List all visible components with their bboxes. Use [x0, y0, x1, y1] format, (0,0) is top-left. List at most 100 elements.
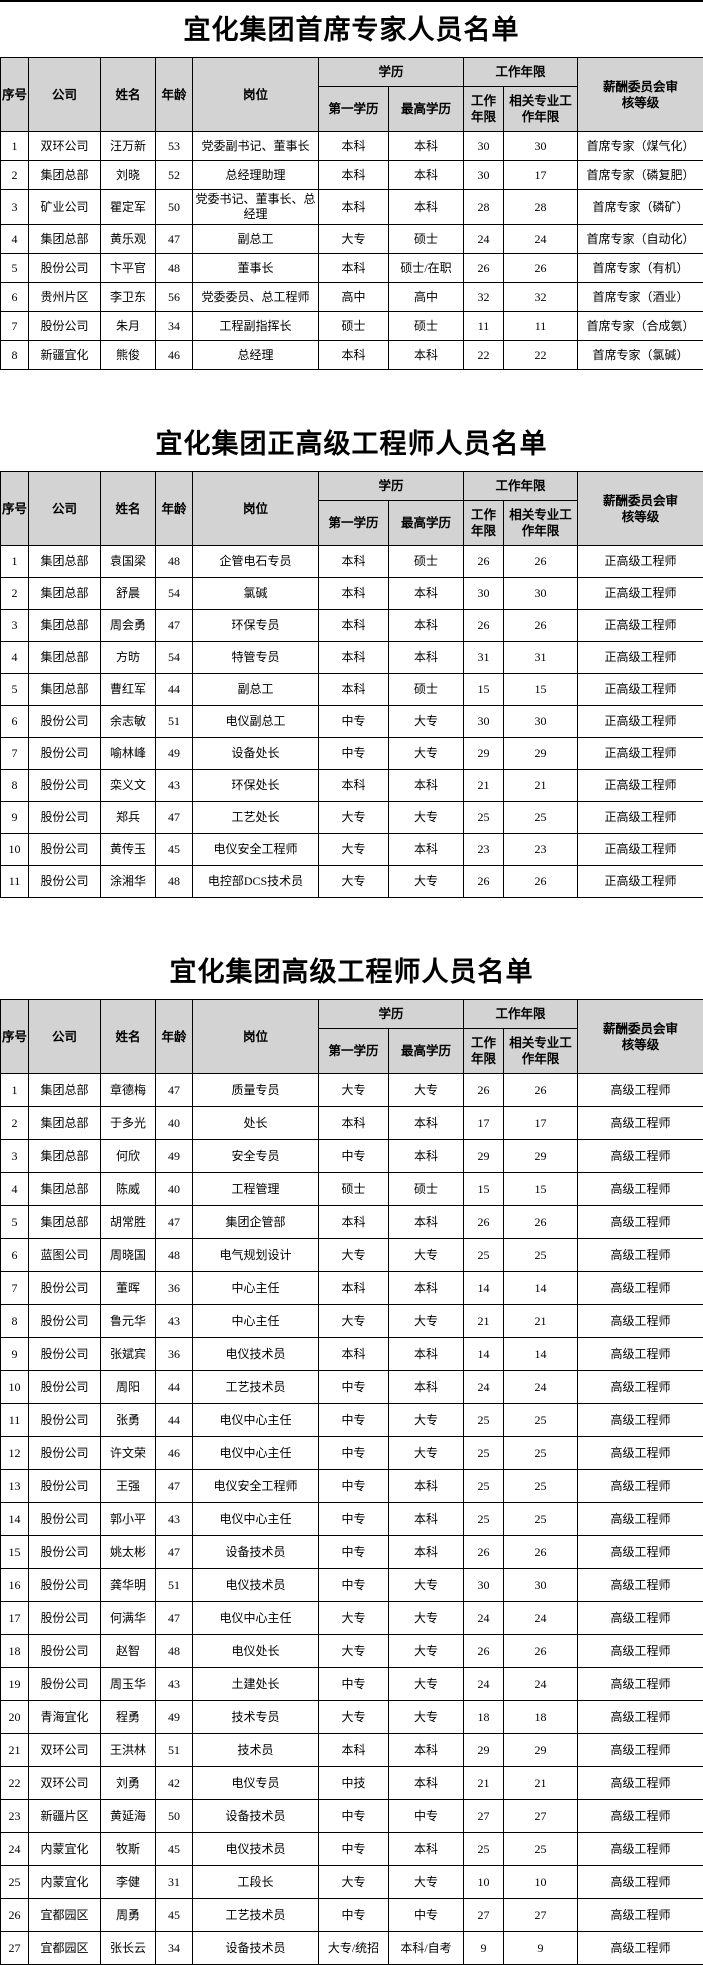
cell-position: 副总工 [193, 674, 319, 706]
cell-first-education: 高中 [319, 283, 389, 312]
cell-age: 54 [156, 578, 193, 610]
cell-position: 总经理助理 [193, 161, 319, 190]
cell-company: 集团总部 [29, 546, 101, 578]
cell-related-work-years: 17 [504, 1107, 578, 1140]
cell-review-level: 正高级工程师 [578, 738, 703, 770]
cell-work-years: 26 [464, 610, 504, 642]
cell-no: 8 [1, 1305, 29, 1338]
cell-no: 16 [1, 1569, 29, 1602]
cell-related-work-years: 21 [504, 1767, 578, 1800]
col-header-no: 序号 [1, 58, 29, 132]
cell-review-level: 正高级工程师 [578, 546, 703, 578]
cell-highest-education: 本科 [389, 161, 464, 190]
cell-related-work-years: 29 [504, 1140, 578, 1173]
cell-age: 45 [156, 1899, 193, 1932]
cell-first-education: 大专 [319, 225, 389, 254]
cell-company: 集团总部 [29, 225, 101, 254]
cell-highest-education: 本科 [389, 1371, 464, 1404]
cell-first-education: 本科 [319, 770, 389, 802]
cell-related-work-years: 25 [504, 1833, 578, 1866]
cell-review-level: 高级工程师 [578, 1371, 703, 1404]
cell-related-work-years: 30 [504, 578, 578, 610]
cell-no: 2 [1, 161, 29, 190]
cell-no: 5 [1, 674, 29, 706]
cell-related-work-years: 27 [504, 1899, 578, 1932]
cell-first-education: 中专 [319, 738, 389, 770]
cell-position: 电仪专员 [193, 1767, 319, 1800]
cell-position: 电仪技术员 [193, 1833, 319, 1866]
cell-related-work-years: 11 [504, 312, 578, 341]
col-header-work-years: 工作年限 [464, 1029, 504, 1074]
cell-no: 7 [1, 738, 29, 770]
cell-review-level: 正高级工程师 [578, 610, 703, 642]
cell-first-education: 本科 [319, 1107, 389, 1140]
cell-position: 中心主任 [193, 1305, 319, 1338]
cell-name: 舒晨 [101, 578, 156, 610]
cell-first-education: 本科 [319, 1272, 389, 1305]
col-header-age: 年龄 [156, 1000, 193, 1074]
cell-related-work-years: 28 [504, 190, 578, 225]
cell-review-level: 高级工程师 [578, 1899, 703, 1932]
cell-work-years: 17 [464, 1107, 504, 1140]
cell-review-level: 高级工程师 [578, 1536, 703, 1569]
cell-no: 23 [1, 1800, 29, 1833]
cell-highest-education: 本科 [389, 578, 464, 610]
cell-first-education: 本科 [319, 674, 389, 706]
cell-review-level: 正高级工程师 [578, 802, 703, 834]
cell-company: 股份公司 [29, 770, 101, 802]
cell-highest-education: 大专 [389, 1866, 464, 1899]
col-header-work-years-group: 工作年限 [464, 1000, 578, 1029]
cell-highest-education: 大专 [389, 1305, 464, 1338]
cell-related-work-years: 15 [504, 674, 578, 706]
cell-age: 47 [156, 802, 193, 834]
cell-name: 李健 [101, 1866, 156, 1899]
cell-first-education: 大专 [319, 866, 389, 898]
col-header-work-years-group: 工作年限 [464, 58, 578, 87]
cell-related-work-years: 14 [504, 1338, 578, 1371]
personnel-table: 序号公司姓名年龄岗位学历工作年限薪酬委员会审核等级第一学历最高学历工作年限相关专… [0, 471, 703, 898]
cell-name: 郑兵 [101, 802, 156, 834]
cell-highest-education: 本科 [389, 1107, 464, 1140]
cell-highest-education: 硕士 [389, 1173, 464, 1206]
cell-age: 43 [156, 1503, 193, 1536]
cell-company: 集团总部 [29, 674, 101, 706]
col-header-review-level: 薪酬委员会审核等级 [578, 472, 703, 546]
cell-work-years: 23 [464, 834, 504, 866]
cell-company: 集团总部 [29, 1173, 101, 1206]
col-header-first-education: 第一学历 [319, 87, 389, 132]
cell-first-education: 中专 [319, 1503, 389, 1536]
cell-work-years: 25 [464, 1437, 504, 1470]
cell-no: 21 [1, 1734, 29, 1767]
cell-related-work-years: 25 [504, 1503, 578, 1536]
cell-highest-education: 硕士/在职 [389, 254, 464, 283]
cell-position: 设备技术员 [193, 1800, 319, 1833]
cell-highest-education: 大专 [389, 866, 464, 898]
cell-first-education: 中专 [319, 1668, 389, 1701]
cell-related-work-years: 25 [504, 1404, 578, 1437]
cell-first-education: 本科 [319, 161, 389, 190]
cell-review-level: 首席专家（酒业） [578, 283, 703, 312]
cell-related-work-years: 15 [504, 1173, 578, 1206]
cell-name: 黄乐观 [101, 225, 156, 254]
cell-age: 43 [156, 1305, 193, 1338]
cell-highest-education: 硕士 [389, 225, 464, 254]
col-header-position: 岗位 [193, 58, 319, 132]
cell-no: 25 [1, 1866, 29, 1899]
cell-no: 22 [1, 1767, 29, 1800]
cell-position: 电仪中心主任 [193, 1437, 319, 1470]
cell-company: 集团总部 [29, 1206, 101, 1239]
cell-review-level: 高级工程师 [578, 1206, 703, 1239]
cell-company: 集团总部 [29, 1107, 101, 1140]
cell-age: 49 [156, 1140, 193, 1173]
header-row-groups: 序号公司姓名年龄岗位学历工作年限薪酬委员会审核等级 [1, 58, 703, 87]
cell-review-level: 正高级工程师 [578, 706, 703, 738]
